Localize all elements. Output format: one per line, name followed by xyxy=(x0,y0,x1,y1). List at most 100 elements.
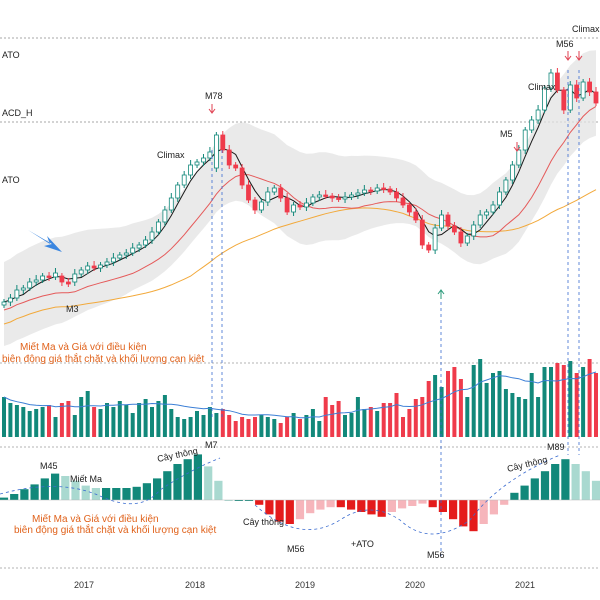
candle-body xyxy=(226,149,232,166)
candle-body xyxy=(284,197,290,213)
volume-bar xyxy=(259,415,264,437)
volume-bar xyxy=(92,407,97,437)
left-label-ato-2: ATO xyxy=(2,175,20,185)
candle-body xyxy=(72,273,78,283)
volume-bar xyxy=(253,417,257,437)
candle-body xyxy=(458,231,464,244)
histogram-bar xyxy=(336,500,345,508)
histogram-bar xyxy=(500,500,509,505)
candle-body xyxy=(400,197,406,206)
volume-bar xyxy=(227,415,232,437)
volume-bar xyxy=(117,401,122,437)
histogram-bar xyxy=(224,500,233,501)
osc-annotation-m7: M7 xyxy=(205,440,218,450)
candle-body xyxy=(213,134,219,169)
candle-body xyxy=(33,279,39,283)
histogram-bar xyxy=(81,485,90,500)
histogram-bar xyxy=(132,486,141,500)
volume-bar xyxy=(426,381,431,437)
histogram-bar xyxy=(40,478,49,500)
histogram-bar xyxy=(398,500,407,509)
histogram-bar xyxy=(183,459,192,500)
annotation-climax-2018: Climax xyxy=(157,150,185,160)
candle-body xyxy=(14,289,20,299)
candle-body xyxy=(361,189,367,194)
candle-body xyxy=(98,264,103,269)
candle-body xyxy=(535,109,541,121)
volume-bar xyxy=(381,403,386,437)
volume-bar xyxy=(105,403,109,437)
volume-bar xyxy=(220,409,225,437)
volume-bar xyxy=(413,399,418,437)
left-label-acd: ACD_H xyxy=(2,108,33,118)
candle-body xyxy=(574,84,580,99)
histogram-bar xyxy=(102,488,111,500)
histogram-bar xyxy=(459,500,468,527)
histogram-bar xyxy=(265,500,274,515)
candle-body xyxy=(439,214,445,229)
volume-bar xyxy=(214,413,219,437)
candle-body xyxy=(239,167,245,186)
band-fill xyxy=(4,50,596,346)
candle-body xyxy=(593,91,599,104)
histogram-bar xyxy=(193,454,202,500)
histogram-bar xyxy=(357,500,366,512)
volume-bar xyxy=(336,401,341,437)
candle-body xyxy=(181,174,187,186)
guide-lines xyxy=(0,70,580,556)
volume-bar xyxy=(207,407,212,437)
annotation-m56: M56 xyxy=(556,39,574,49)
green-up-arrows xyxy=(437,289,445,299)
candle-body xyxy=(432,227,438,251)
volume-bar xyxy=(72,415,77,437)
volume-bar xyxy=(150,407,154,437)
volume-bar xyxy=(137,403,142,437)
histogram-bar xyxy=(20,489,29,500)
volume-bar xyxy=(34,409,39,437)
candle-body xyxy=(310,196,316,204)
candle-body xyxy=(394,191,399,199)
volume-bar xyxy=(349,413,354,437)
volume-bar xyxy=(98,409,103,437)
candle-body xyxy=(194,161,200,166)
volume-bar xyxy=(529,373,534,437)
osc-annotation-m56-a: M56 xyxy=(287,544,305,554)
trend-curve-left xyxy=(0,457,221,505)
candle-body xyxy=(258,201,264,211)
volume-bar xyxy=(549,367,553,437)
candle-body xyxy=(46,275,52,278)
volume-bar xyxy=(587,359,592,437)
red-down-arrows xyxy=(208,51,583,152)
volume-bar xyxy=(291,413,296,437)
volume-bar xyxy=(21,407,26,437)
histogram-bar xyxy=(520,485,529,500)
candle-body xyxy=(426,244,432,251)
volume-bar xyxy=(555,363,560,437)
candle-body xyxy=(342,196,348,200)
volume-bar xyxy=(156,401,161,437)
histogram-bar xyxy=(377,500,386,517)
histogram-bar xyxy=(367,500,376,515)
volume-bar xyxy=(594,373,598,437)
x-tick-2021: 2021 xyxy=(515,580,535,590)
histogram-bar xyxy=(61,476,70,500)
volume-bar xyxy=(561,365,566,437)
histogram-bar xyxy=(71,480,80,500)
candle-body xyxy=(484,211,490,216)
volume-bar xyxy=(330,405,335,437)
volume-bar xyxy=(491,373,495,437)
volume-bar xyxy=(175,417,180,437)
volume-bar xyxy=(59,403,64,437)
volume-bar xyxy=(66,401,71,437)
histogram-bar xyxy=(551,464,560,500)
candles xyxy=(1,68,599,308)
volume-bar xyxy=(343,415,347,437)
candle-body xyxy=(155,221,161,233)
volume-bar xyxy=(394,393,399,437)
candle-body xyxy=(471,224,477,237)
note-mid-line-1: Miết Ma và Giá với điều kiện xyxy=(20,341,147,353)
histogram-bar xyxy=(479,500,488,524)
candle-body xyxy=(252,199,258,211)
